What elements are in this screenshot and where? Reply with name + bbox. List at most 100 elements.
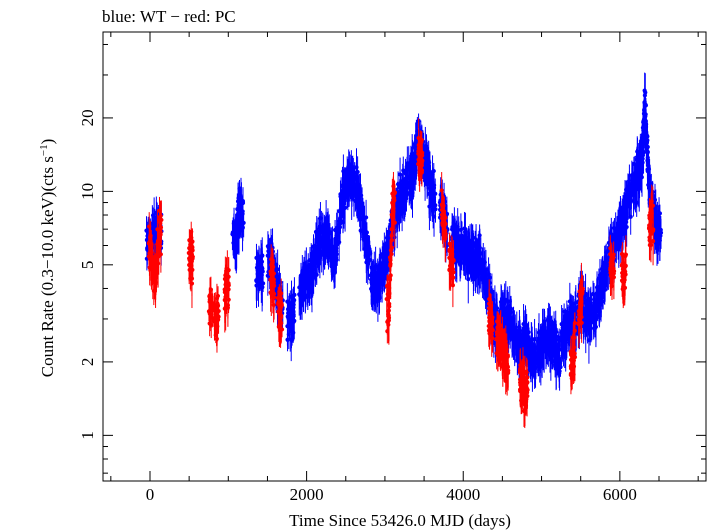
data-point (583, 312, 588, 317)
data-point (351, 177, 357, 182)
data-point (320, 238, 325, 243)
data-point (459, 246, 464, 251)
data-point (623, 210, 629, 215)
data-point (630, 182, 636, 187)
data-point (152, 214, 157, 219)
data-point (507, 299, 512, 304)
data-point (260, 253, 265, 258)
data-point (517, 325, 522, 330)
data-point (367, 257, 373, 263)
data-point (338, 210, 343, 215)
chart-title: blue: WT − red: PC (102, 7, 236, 26)
data-point (305, 277, 310, 282)
data-point (619, 230, 624, 236)
data-point (327, 231, 332, 236)
data-point (363, 215, 369, 220)
data-point (427, 169, 433, 174)
data-point (554, 329, 559, 335)
data-point (595, 297, 600, 302)
data-point (254, 283, 259, 288)
data-point (477, 268, 483, 273)
series-wt (144, 72, 664, 392)
data-point (341, 201, 346, 207)
data-point (235, 199, 241, 204)
data-point (360, 228, 365, 234)
data-point (399, 188, 404, 193)
data-point (376, 291, 381, 296)
data-point (520, 332, 525, 337)
data-point (462, 247, 467, 252)
data-point (530, 347, 535, 353)
data-point (273, 287, 278, 293)
data-point (628, 214, 633, 219)
data-point (240, 224, 245, 230)
data-point (643, 114, 648, 119)
data-point (523, 322, 528, 327)
data-point (370, 288, 375, 293)
data-point (571, 301, 576, 307)
data-point (357, 184, 362, 189)
data-point (257, 274, 263, 280)
data-point (505, 320, 510, 325)
data-point (592, 306, 597, 311)
data-point (508, 333, 513, 338)
data-point (384, 242, 389, 247)
data-point (513, 339, 518, 344)
data-point (306, 265, 311, 270)
data-point (553, 350, 558, 355)
data-point (642, 93, 647, 98)
data-point (531, 360, 537, 365)
data-point (424, 151, 429, 157)
data-point (333, 248, 338, 253)
data-point (453, 251, 458, 256)
data-point (631, 161, 636, 167)
data-point (431, 197, 436, 202)
data-point (557, 360, 562, 365)
data-point (547, 318, 552, 323)
data-point (239, 228, 244, 233)
data-point (544, 344, 549, 349)
data-point (408, 181, 414, 186)
data-point (524, 345, 529, 350)
data-point (291, 309, 296, 314)
data-point (644, 122, 649, 127)
data-point (354, 187, 359, 193)
data-point (559, 338, 564, 343)
data-point (541, 339, 546, 344)
data-point (645, 155, 650, 160)
data-point (354, 165, 359, 170)
data-point (398, 205, 403, 210)
data-point (538, 364, 543, 369)
data-point (324, 245, 329, 250)
data-point (359, 209, 365, 215)
data-point (372, 276, 377, 281)
data-point (567, 299, 572, 304)
data-point (408, 160, 414, 165)
data-point (608, 240, 614, 245)
data-point (453, 230, 459, 235)
data-point (397, 172, 403, 177)
data-point (237, 212, 242, 217)
data-point (469, 240, 474, 245)
data-point (301, 291, 306, 296)
data-point (234, 226, 239, 231)
data-point (529, 338, 534, 344)
data-point (426, 162, 431, 167)
data-point (598, 289, 603, 295)
plot-frame (102, 31, 707, 482)
data-point (466, 242, 472, 248)
data-point (330, 244, 335, 249)
data-point (315, 254, 321, 259)
data-point (310, 271, 315, 277)
data-point (600, 271, 605, 277)
data-point (347, 179, 353, 184)
data-point (266, 249, 271, 254)
data-point (466, 277, 471, 282)
data-point (240, 209, 245, 214)
data-point (616, 243, 621, 248)
data-point (364, 236, 370, 241)
data-point (236, 232, 241, 237)
data-point (501, 306, 507, 311)
data-point (340, 214, 346, 219)
data-point (238, 193, 243, 198)
